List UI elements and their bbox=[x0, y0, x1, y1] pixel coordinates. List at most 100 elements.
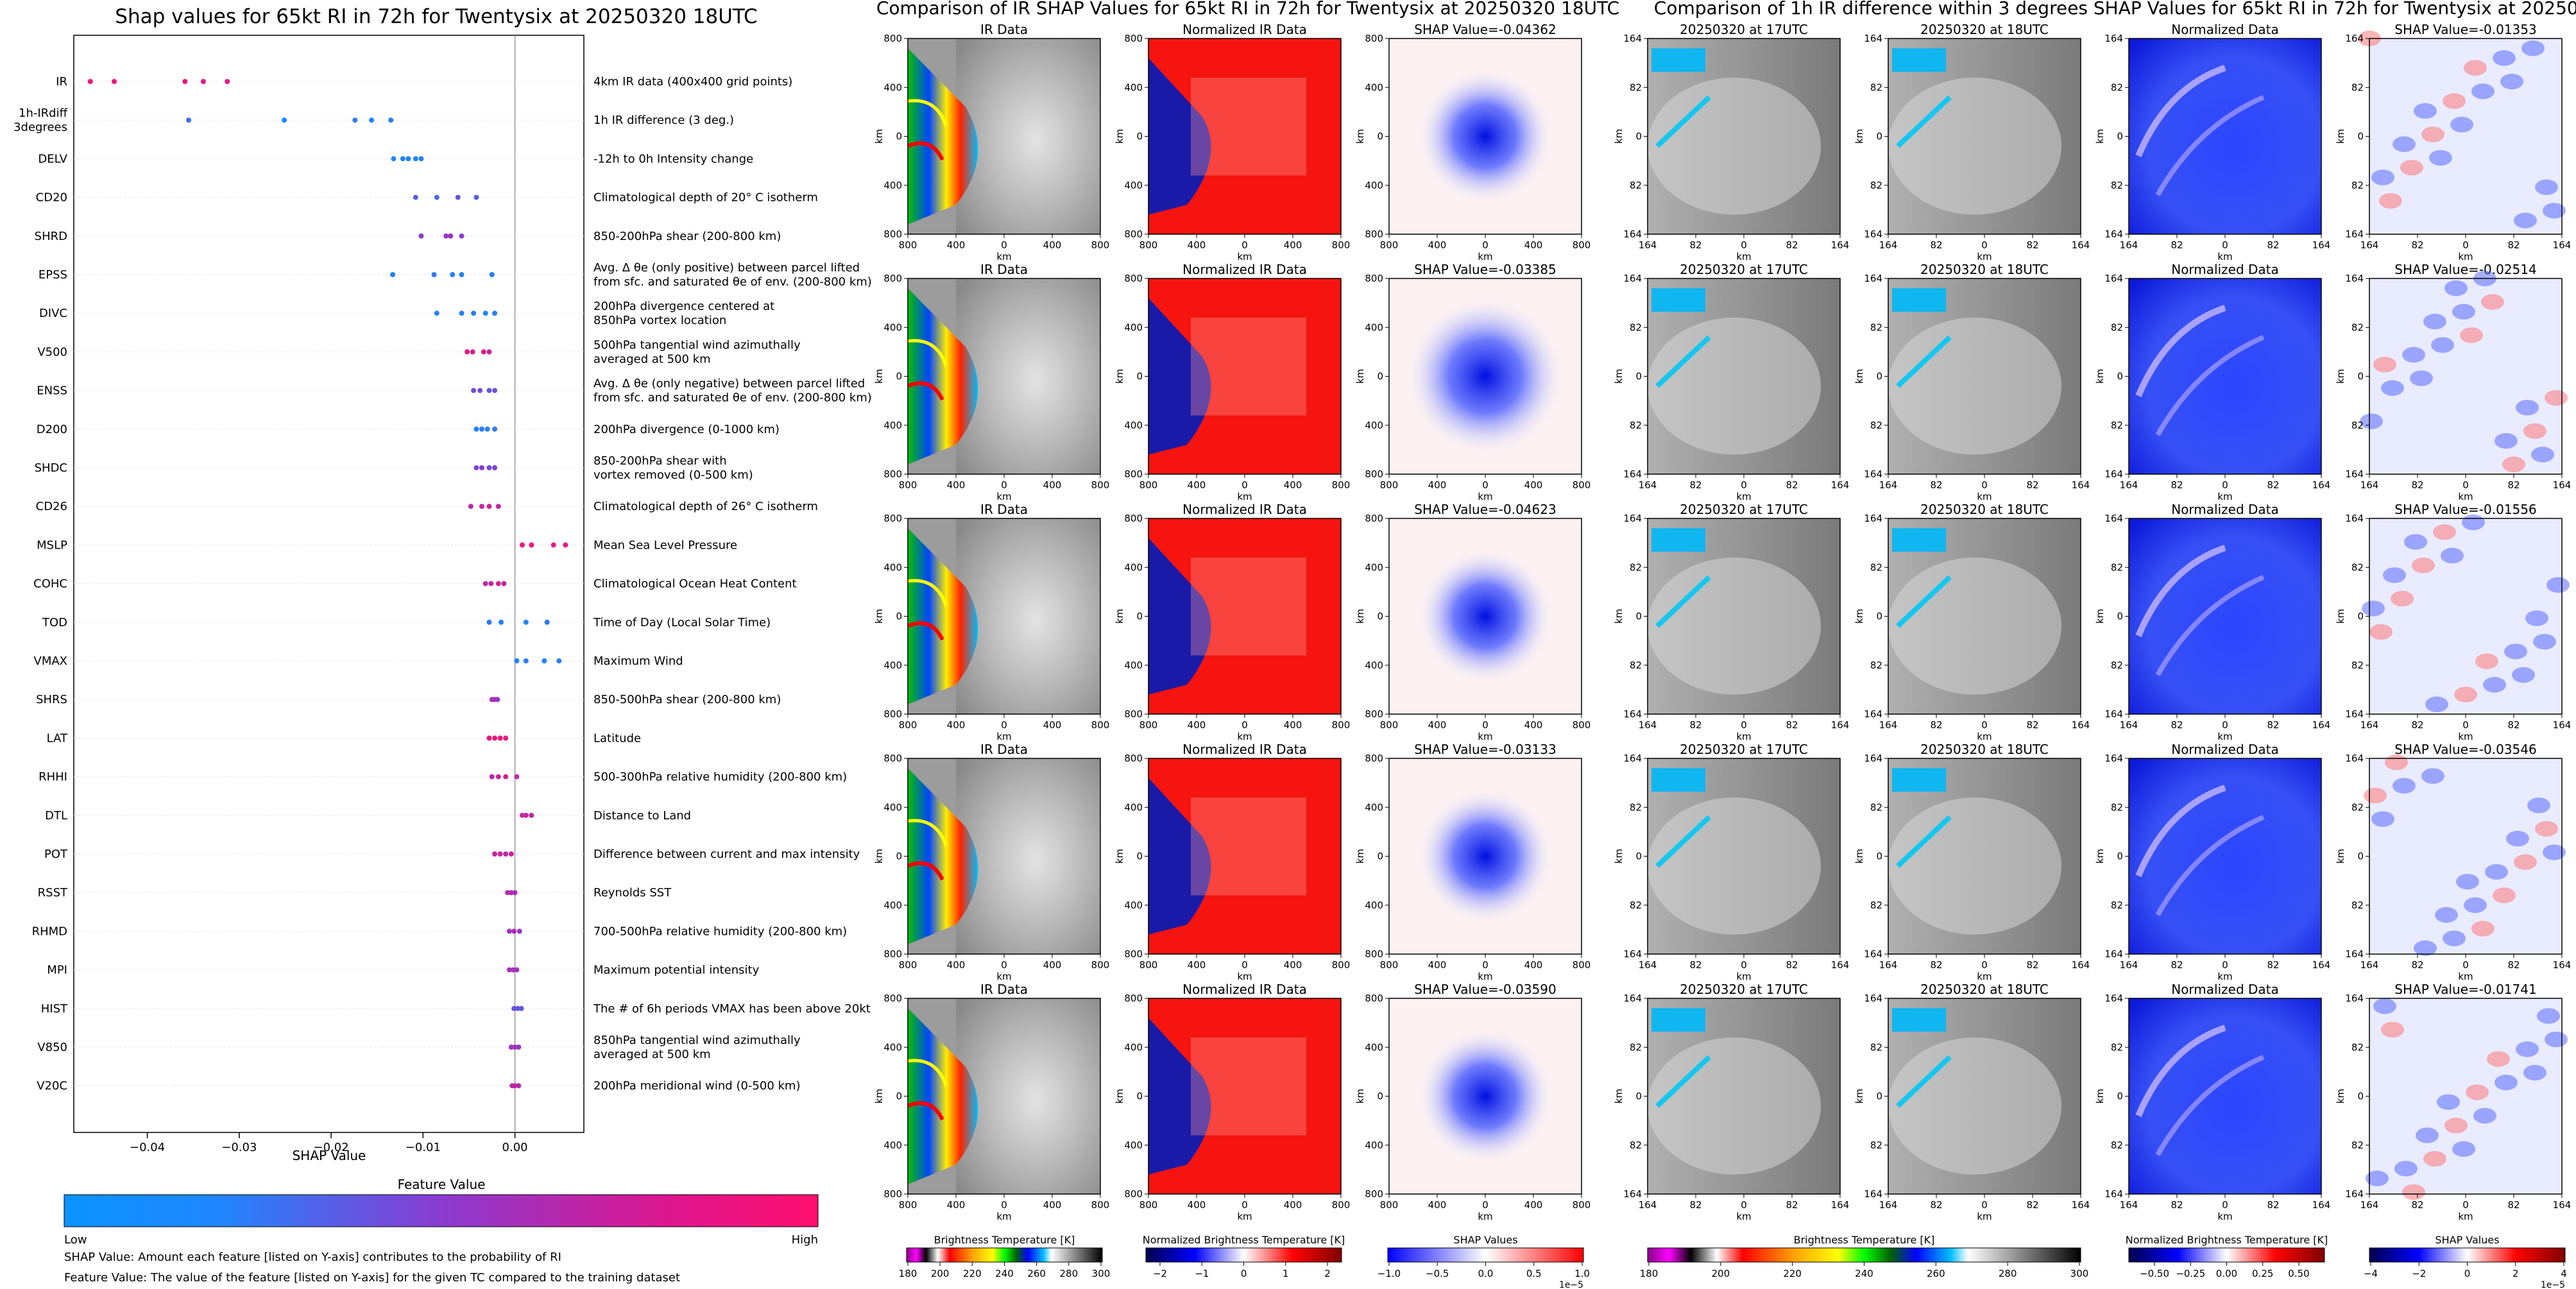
cold-top-patch bbox=[1892, 288, 1946, 312]
y-tick-label: 400 bbox=[1124, 180, 1143, 191]
diff-shap-blob bbox=[2369, 624, 2393, 640]
diff-shap-blob bbox=[2381, 1021, 2404, 1038]
note-shap-value: SHAP Value: Amount each feature [listed … bbox=[64, 1251, 561, 1264]
shap-point-rsst bbox=[512, 890, 518, 896]
x-tick-label: 82 bbox=[2411, 959, 2423, 971]
x-tick-label: 82 bbox=[2411, 479, 2423, 491]
shap-point-1h-irdiff-3degrees bbox=[282, 117, 287, 123]
panel-title: 20250320 at 18UTC bbox=[1920, 502, 2049, 517]
shap-point-v850 bbox=[508, 1045, 514, 1050]
y-tick-label: 164 bbox=[2104, 948, 2123, 960]
y-axis-label: km bbox=[1613, 369, 1625, 384]
y-tick-label: 164 bbox=[1864, 993, 1882, 1004]
shap-point-v20c bbox=[516, 1083, 522, 1089]
y-tick-label: 400 bbox=[883, 81, 902, 93]
y-tick-label: 82 bbox=[2111, 900, 2123, 911]
colorbar-tick-label: 300 bbox=[1092, 1268, 1111, 1279]
y-tick-label: 0 bbox=[2117, 1091, 2123, 1102]
y-tick-label: 400 bbox=[1124, 561, 1143, 573]
convection-area bbox=[908, 528, 978, 704]
diff-shap-blob bbox=[2543, 844, 2566, 860]
x-tick-label: 0 bbox=[1482, 239, 1488, 251]
y-tick-label: 164 bbox=[1864, 513, 1882, 524]
cold-cloud-area bbox=[1148, 538, 1211, 695]
shap-point-delv bbox=[418, 156, 424, 162]
panel-r5-c1: 20250320 at 17UTC1641648282008282164164k… bbox=[1613, 982, 1849, 1222]
cloud-field bbox=[956, 38, 1100, 234]
shap-point-vmax bbox=[556, 658, 562, 663]
y-tick-label: 164 bbox=[1623, 468, 1642, 480]
x-axis-label: km bbox=[1478, 251, 1492, 262]
feature-desc-epss: from sfc. and saturated θe of env. (200-… bbox=[593, 275, 872, 289]
convection-band bbox=[907, 861, 944, 881]
y-tick-label: 82 bbox=[2351, 1140, 2364, 1151]
x-tick-label: 800 bbox=[899, 959, 917, 971]
convection-band bbox=[907, 99, 948, 128]
feature-name-epss: EPSS bbox=[38, 268, 67, 282]
cloud-swirl bbox=[1648, 558, 1821, 695]
shap-negative-blob bbox=[1416, 67, 1555, 206]
x-tick-label: 164 bbox=[2312, 959, 2331, 971]
panel-title: IR Data bbox=[980, 262, 1028, 277]
x-axis-label: km bbox=[996, 1211, 1011, 1222]
y-tick-label: 800 bbox=[883, 273, 902, 284]
x-tick-label: 82 bbox=[2267, 1199, 2279, 1211]
feature-name-delv: DELV bbox=[38, 152, 67, 166]
diff-shap-blob bbox=[2523, 1064, 2546, 1081]
x-axis-label: km bbox=[1977, 1211, 1992, 1222]
panel-title: Normalized Data bbox=[2171, 262, 2279, 277]
y-tick-label: 82 bbox=[1630, 1041, 1642, 1053]
cold-top-patch bbox=[1892, 48, 1946, 72]
y-tick-label: 800 bbox=[883, 33, 902, 44]
feature-desc-v850: 850hPa tangential wind azimuthally bbox=[593, 1034, 801, 1047]
cold-top-patch bbox=[1892, 528, 1946, 552]
x-tick-label: 400 bbox=[1188, 719, 1206, 731]
shap-point-rhmd bbox=[516, 928, 522, 934]
panel-title: SHAP Value=-0.01556 bbox=[2394, 502, 2536, 517]
x-tick-label: 0 bbox=[2462, 1199, 2469, 1211]
diff-shap-blob bbox=[2393, 136, 2416, 152]
x-tick-label: 82 bbox=[2267, 479, 2279, 491]
y-tick-label: 400 bbox=[1124, 1041, 1143, 1053]
panel-r1-c2: Normalized IR Data8008004004000040040080… bbox=[1114, 22, 1350, 262]
y-tick-label: 164 bbox=[2104, 708, 2123, 720]
x-tick-label: 164 bbox=[2360, 719, 2379, 731]
diff-band bbox=[2155, 94, 2265, 196]
y-tick-label: 82 bbox=[1870, 420, 1882, 431]
colorbar-tick-label: 0.25 bbox=[2252, 1268, 2273, 1279]
x-tick-label: 0.00 bbox=[502, 1141, 528, 1154]
x-tick-label: 164 bbox=[2072, 239, 2090, 251]
convection-band bbox=[907, 141, 944, 161]
panel-r4-c3: SHAP Value=-0.03133800800400400004004008… bbox=[1354, 742, 1591, 982]
y-axis-label: km bbox=[873, 1089, 885, 1104]
x-tick-label: 164 bbox=[2120, 239, 2138, 251]
y-tick-label: 800 bbox=[883, 708, 902, 720]
shap-point-ir bbox=[182, 79, 188, 84]
x-tick-label: 800 bbox=[1091, 479, 1110, 491]
y-tick-label: 800 bbox=[1365, 33, 1383, 44]
colorbar-label: SHAP Values bbox=[1453, 1234, 1517, 1246]
x-tick-label: 82 bbox=[1689, 239, 1702, 251]
x-tick-label: 164 bbox=[1639, 719, 1657, 731]
x-tick-label: 164 bbox=[1639, 239, 1657, 251]
y-tick-label: 164 bbox=[2104, 1188, 2123, 1200]
feature-name-enss: ENSS bbox=[37, 384, 67, 398]
diff-shap-blob bbox=[2383, 567, 2406, 583]
panel-r5-c3: SHAP Value=-0.03590800800400400004004008… bbox=[1354, 982, 1591, 1222]
y-tick-label: 0 bbox=[1635, 131, 1642, 142]
diff-shap-blob bbox=[2364, 787, 2387, 804]
feature-name-shrs: SHRS bbox=[36, 693, 67, 706]
shap-point-delv bbox=[391, 156, 397, 162]
shap-point-cd26 bbox=[495, 504, 501, 509]
y-tick-label: 400 bbox=[1124, 81, 1143, 93]
x-tick-label: 400 bbox=[1524, 479, 1543, 491]
shap-point-enss bbox=[492, 388, 498, 393]
x-tick-label: 0 bbox=[2222, 1199, 2228, 1211]
summary-title: Shap values for 65kt RI in 72h for Twent… bbox=[115, 5, 757, 28]
y-tick-label: 0 bbox=[2357, 611, 2364, 622]
x-axis-label: km bbox=[1478, 731, 1492, 742]
y-tick-label: 400 bbox=[883, 420, 902, 431]
diff-shap-blob bbox=[2414, 940, 2437, 957]
panel-title: 20250320 at 17UTC bbox=[1680, 742, 1808, 757]
feature-name-dtl: DTL bbox=[45, 809, 67, 823]
